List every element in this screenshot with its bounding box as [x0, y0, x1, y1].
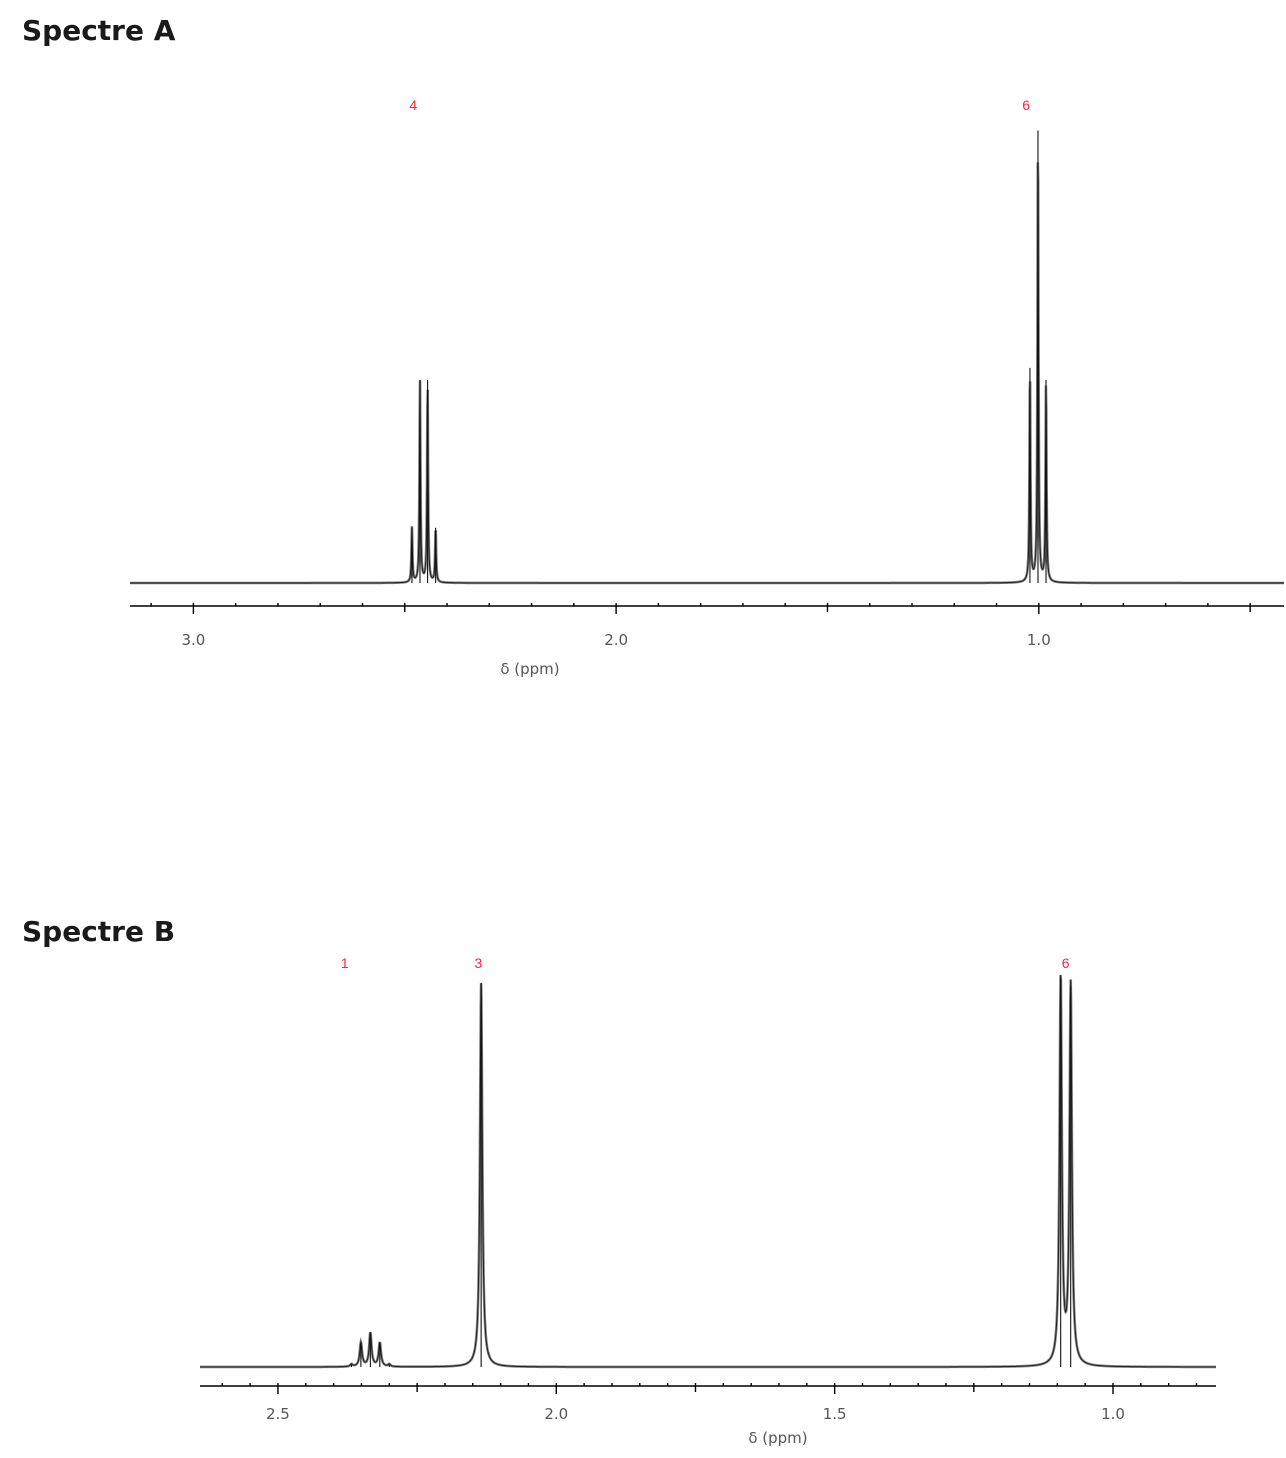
- tick-label: 2.5: [266, 1405, 290, 1423]
- tick-label: 2.0: [604, 631, 628, 649]
- tick-label: 2.0: [544, 1405, 568, 1423]
- tick-label: 1.0: [1027, 631, 1051, 649]
- spectrum-a-chart: 3.0 2.0 1.0 δ (ppm) 4 6: [130, 97, 1284, 678]
- spectrum-trace: [130, 162, 1284, 584]
- x-axis-label: δ (ppm): [748, 1429, 807, 1447]
- x-axis-label: δ (ppm): [500, 660, 559, 678]
- integration-label: 6: [1062, 955, 1070, 971]
- tick-label: 1.5: [823, 1405, 847, 1423]
- spectrum-b-title: Spectre B: [22, 915, 176, 948]
- integration-label: 6: [1022, 97, 1030, 113]
- tick-label: 3.0: [181, 631, 205, 649]
- spectrum-trace-halo: [200, 975, 1216, 1369]
- integration-label: 1: [341, 955, 349, 971]
- integration-label: 3: [474, 955, 482, 971]
- tick-label: 1.0: [1101, 1405, 1125, 1423]
- spectrum-trace: [200, 975, 1216, 1368]
- spectrum-a-title: Spectre A: [22, 14, 176, 47]
- integration-label: 4: [409, 97, 417, 113]
